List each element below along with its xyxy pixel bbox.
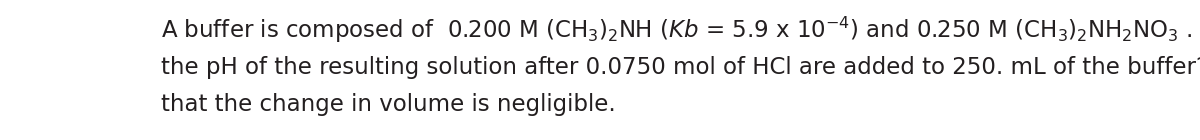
Text: A buffer is composed of  0.200 M (CH$_3$)$_2$NH ($\mathit{Kb}$ = 5.9 x 10$^{-4}$: A buffer is composed of 0.200 M (CH$_3$)… <box>161 15 1200 46</box>
Text: the pH of the resulting solution after 0.0750 mol of HCl are added to 250. mL of: the pH of the resulting solution after 0… <box>161 56 1200 79</box>
Text: that the change in volume is negligible.: that the change in volume is negligible. <box>161 93 616 116</box>
